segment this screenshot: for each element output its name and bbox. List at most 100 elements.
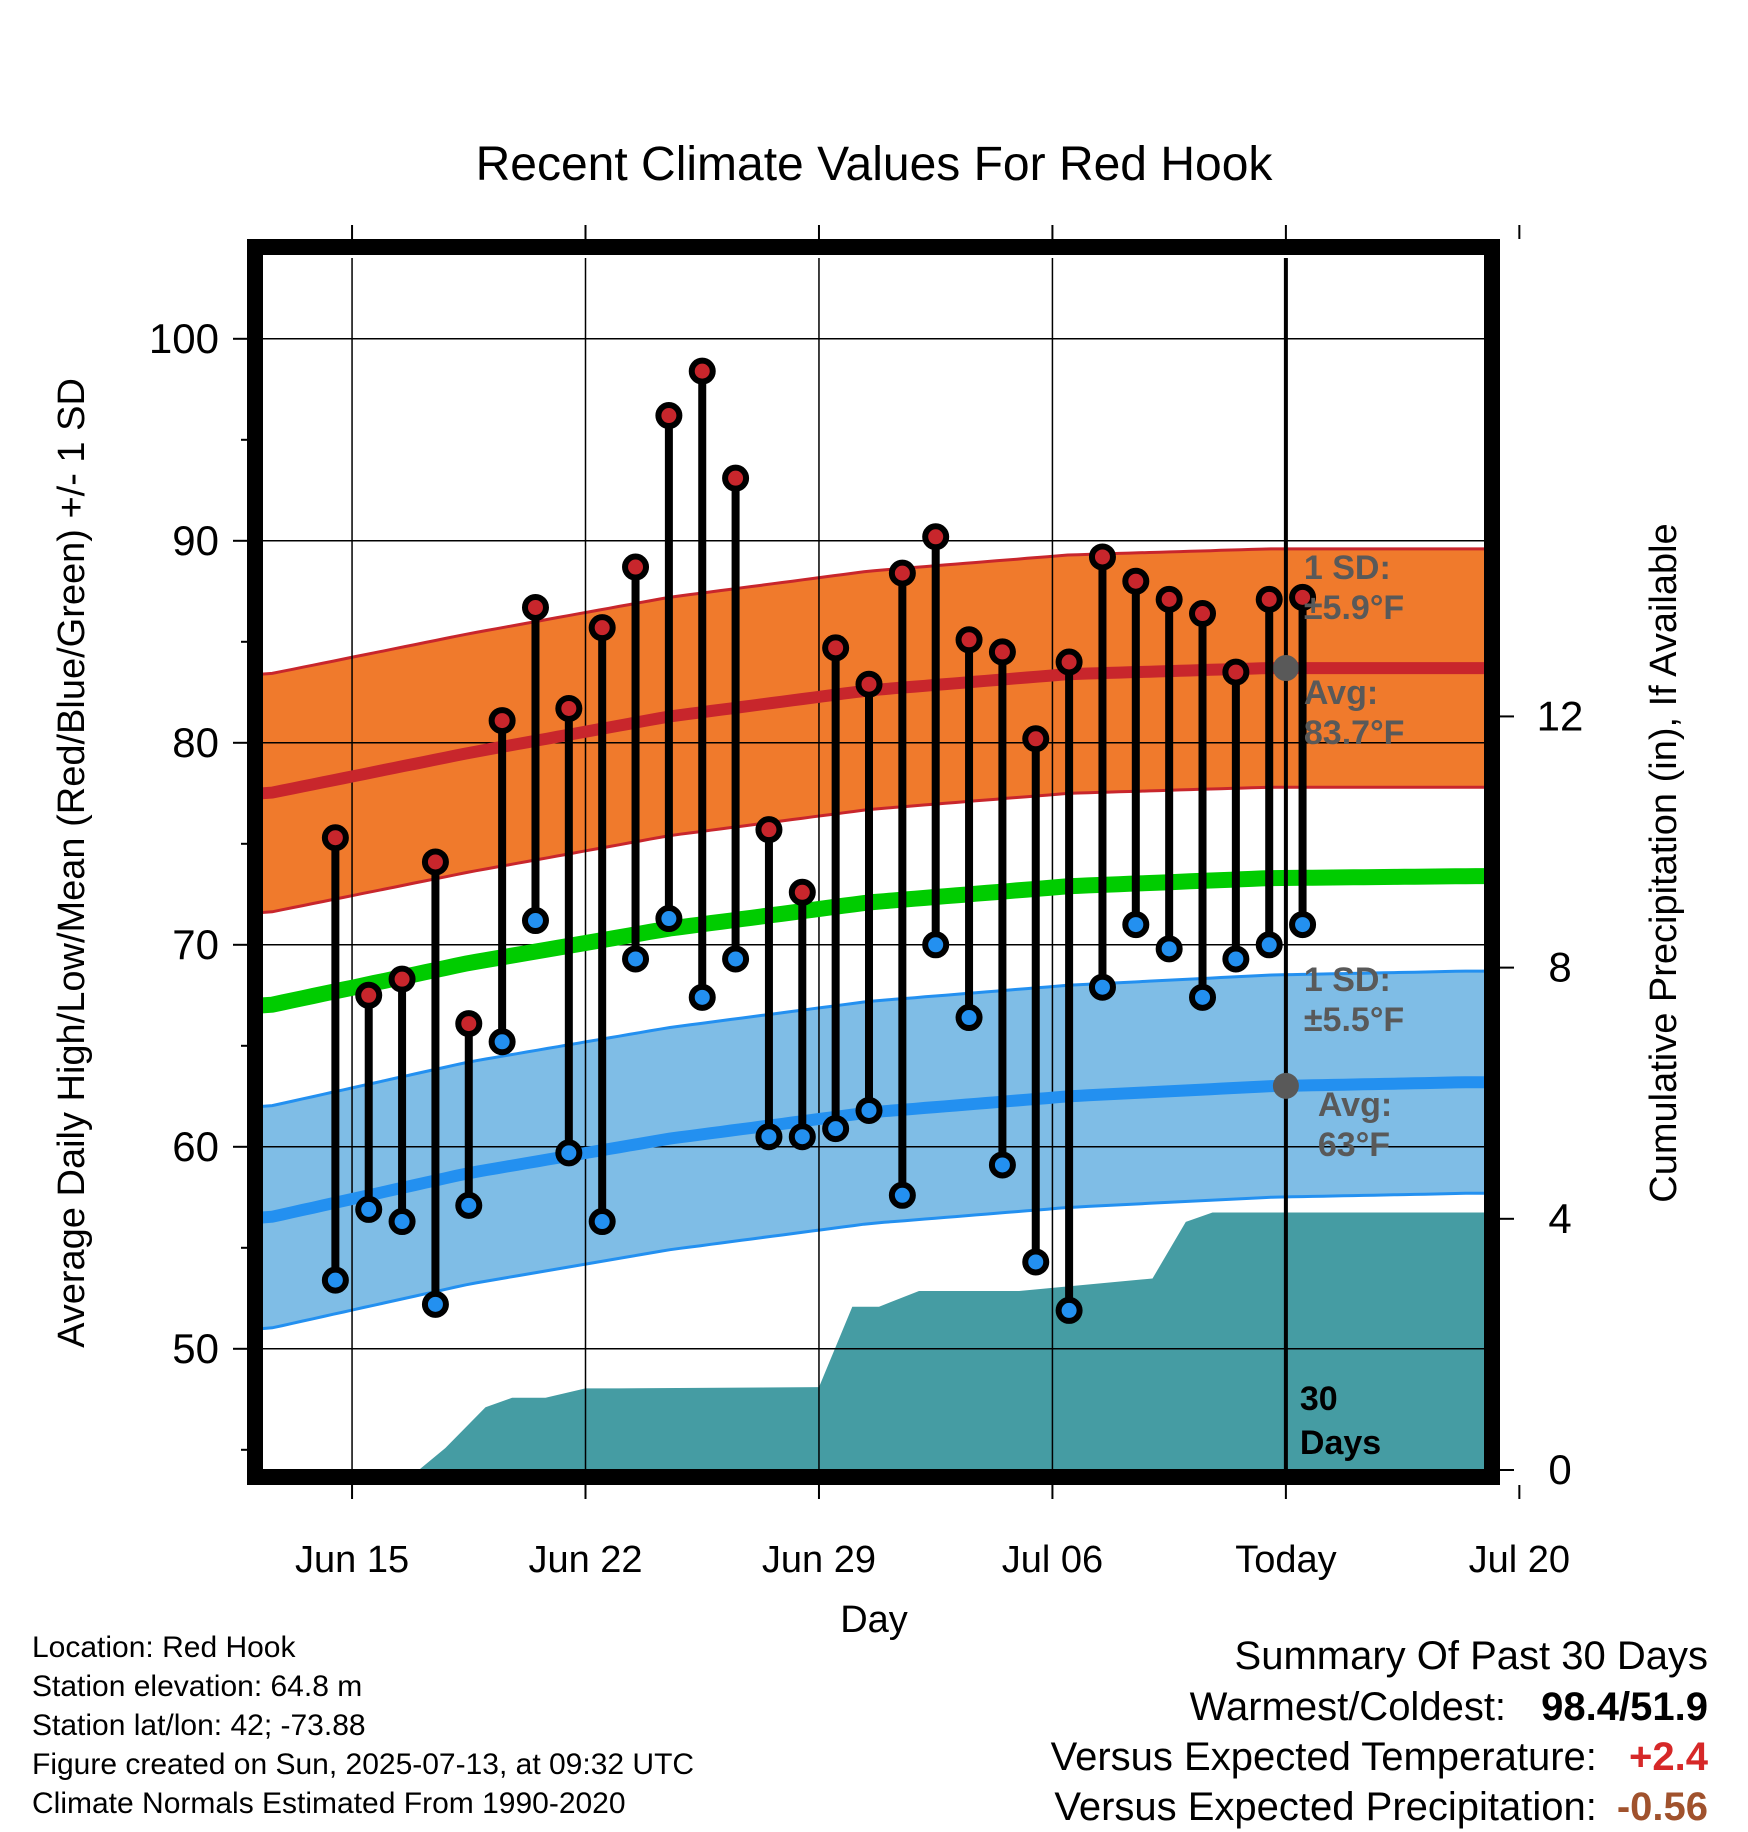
daily-low-point [655, 905, 683, 933]
location-text: Location: Red Hook [32, 1631, 296, 1664]
y-tick-label: 60 [172, 1123, 219, 1170]
daily-high-point [755, 816, 783, 844]
high-sd-upper-edge [261, 547, 1486, 676]
temp-label: Versus Expected Temperature: [1050, 1735, 1597, 1779]
mean-normal-line [261, 868, 1486, 1014]
daily-high-point [1222, 658, 1250, 686]
plot-frame [247, 239, 1500, 1485]
low-sd-lower-edge [261, 1191, 1486, 1331]
created-text: Figure created on Sun, 2025-07-13, at 09… [32, 1748, 695, 1781]
daily-high-point [688, 357, 716, 385]
daily-high-point [388, 965, 416, 993]
daily-low-point [1155, 935, 1183, 963]
y2-tick-label: 4 [1548, 1195, 1571, 1242]
y-axis-label: Average Daily High/Low/Mean (Red/Blue/Gr… [51, 378, 93, 1348]
elevation-text: Station elevation: 64.8 m [32, 1670, 363, 1703]
daily-low-point [1088, 973, 1116, 1001]
temp-value: +2.4 [1629, 1735, 1708, 1779]
daily-high-point [822, 634, 850, 662]
daily-high-point [922, 523, 950, 551]
daily-high-point [788, 878, 816, 906]
y2-axis-label: Cumulative Precipitation (in), If Availa… [1643, 523, 1685, 1202]
daily-high-point [521, 593, 549, 621]
daily-low-point [955, 1004, 983, 1032]
daily-low-point [1222, 945, 1250, 973]
y2-tick-label: 8 [1548, 944, 1571, 991]
x-tick-label: Jun 22 [528, 1539, 642, 1581]
daily-high-point [355, 981, 383, 1009]
today-low-avg-marker [1272, 1072, 1299, 1099]
daily-low-point [688, 983, 716, 1011]
daily-high-point [321, 824, 349, 852]
temp-row: Versus Expected Temperature: +2.4 [1051, 1732, 1708, 1782]
daily-high-point [1122, 567, 1150, 595]
summary-panel: Summary Of Past 30 Days Warmest/Coldest:… [1051, 1630, 1708, 1832]
daily-low-point [555, 1139, 583, 1167]
daily-low-point [1055, 1296, 1083, 1324]
precip-value: -0.56 [1616, 1785, 1708, 1829]
daily-low-point [321, 1266, 349, 1294]
y-tick-label: 80 [172, 719, 219, 766]
daily-low-point [888, 1181, 916, 1209]
y2-tick-label: 12 [1537, 692, 1584, 739]
daily-low-point [1189, 983, 1217, 1011]
precip-label: Versus Expected Precipitation: [1054, 1785, 1597, 1829]
daily-low-point [355, 1195, 383, 1223]
low-sd-annotation: 1 SD: ±5.5°F [1304, 961, 1404, 1039]
daily-low-point [455, 1191, 483, 1219]
daily-high-point [988, 638, 1016, 666]
daily-high-point [888, 559, 916, 587]
high-avg-annotation: Avg: 83.7°F [1304, 674, 1405, 752]
daily-high-point [955, 626, 983, 654]
daily-low-point [388, 1208, 416, 1236]
daily-low-point [588, 1208, 616, 1236]
daily-low-point [722, 945, 750, 973]
y-tick-label: 50 [172, 1325, 219, 1372]
x-axis-label: Day [840, 1599, 908, 1641]
daily-high-point [1255, 585, 1283, 613]
high-sd-annotation: 1 SD: ±5.9°F [1304, 549, 1404, 627]
daily-high-point [1289, 583, 1317, 611]
summary-title: Summary Of Past 30 Days [1234, 1634, 1708, 1678]
daily-high-point [1055, 648, 1083, 676]
daily-high-point [1088, 543, 1116, 571]
daily-low-point [1289, 911, 1317, 939]
daily-high-point [421, 848, 449, 876]
warmest-value: 98.4/51.9 [1541, 1685, 1708, 1729]
high-sd-lower-edge [261, 785, 1486, 914]
daily-high-point [855, 670, 883, 698]
daily-high-point [1155, 585, 1183, 613]
warmest-label: Warmest/Coldest: [1189, 1685, 1507, 1729]
y-tick-label: 70 [172, 921, 219, 968]
station-info: Location: Red Hook Station elevation: 64… [32, 1628, 694, 1823]
daily-high-point [1189, 600, 1217, 628]
chart-title: Recent Climate Values For Red Hook [476, 138, 1274, 191]
daily-low-point [788, 1123, 816, 1151]
days-label: 30 Days [1300, 1380, 1381, 1462]
daily-low-point [755, 1123, 783, 1151]
daily-high-point [722, 464, 750, 492]
daily-high-point [655, 402, 683, 430]
x-tick-label: Jul 06 [1002, 1539, 1103, 1581]
daily-low-point [521, 907, 549, 935]
x-tick-label: Today [1235, 1539, 1336, 1581]
daily-high-point [1022, 725, 1050, 753]
daily-low-point [1255, 931, 1283, 959]
daily-low-point [1122, 911, 1150, 939]
daily-low-point [421, 1290, 449, 1318]
x-tick-label: Jun 29 [762, 1539, 876, 1581]
daily-low-point [622, 945, 650, 973]
today-high-avg-marker [1272, 655, 1299, 682]
daily-low-point [855, 1096, 883, 1124]
x-tick-label: Jul 20 [1469, 1539, 1570, 1581]
warmest-row: Warmest/Coldest: 98.4/51.9 [1051, 1682, 1708, 1732]
y-tick-label: 100 [149, 315, 219, 362]
daily-low-point [1022, 1248, 1050, 1276]
daily-low-point [822, 1115, 850, 1143]
daily-low-point [922, 931, 950, 959]
x-tick-label: Jun 15 [295, 1539, 409, 1581]
daily-high-point [488, 707, 516, 735]
precip-area [295, 1212, 1486, 1470]
daily-high-point [455, 1010, 483, 1038]
